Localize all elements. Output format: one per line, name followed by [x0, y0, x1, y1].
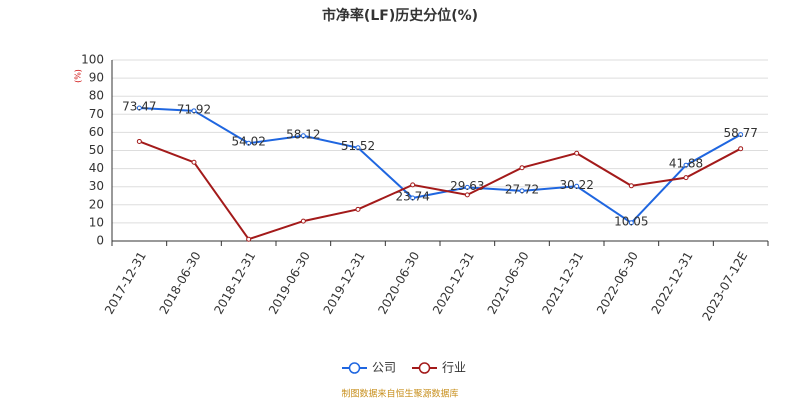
data-point	[410, 195, 416, 201]
data-point	[191, 159, 197, 165]
data-label: 58.77	[723, 126, 757, 140]
data-point	[246, 140, 252, 146]
data-point	[300, 133, 306, 139]
data-point	[355, 145, 361, 151]
chart-title: 市净率(LF)历史分位(%)	[322, 7, 478, 24]
legend-marker	[418, 362, 431, 374]
source-note: 制图数据来自恒生聚源数据库	[341, 388, 458, 400]
y-tick-label: 100	[81, 53, 104, 67]
data-point	[410, 182, 416, 188]
x-tick-label: 2021-12-31	[539, 249, 586, 316]
data-label: 71.92	[177, 102, 211, 116]
data-label: 51.52	[341, 139, 375, 153]
data-label: 54.02	[231, 135, 265, 149]
y-tick-label: 70	[89, 107, 104, 121]
data-point	[136, 138, 142, 144]
data-label: 23.74	[395, 190, 429, 204]
data-label: 29.63	[450, 179, 484, 193]
data-point	[136, 105, 142, 111]
x-tick-label: 2018-06-30	[157, 249, 204, 316]
x-tick-label: 2017-12-31	[102, 249, 149, 316]
series-line	[138, 140, 742, 241]
x-tick-label: 2022-12-31	[649, 249, 696, 316]
y-tick-label: 40	[89, 161, 104, 175]
y-tick-label: 30	[89, 179, 104, 193]
x-tick-label: 2020-12-31	[430, 249, 477, 316]
data-point	[574, 150, 580, 156]
x-tick-label: 2019-06-30	[266, 249, 313, 316]
y-tick-label: 0	[96, 234, 104, 248]
y-tick-label: 10	[89, 215, 104, 229]
y-axis-label: (%)	[74, 69, 83, 83]
x-tick-label: 2022-06-30	[594, 249, 641, 316]
x-tick-label: 2023-07-12E	[700, 249, 751, 323]
y-tick-label: 20	[89, 197, 104, 211]
data-label: 27.72	[505, 182, 539, 196]
x-tick-label: 2020-06-30	[375, 249, 422, 316]
legend-label: 行业	[442, 361, 466, 375]
y-tick-label: 50	[89, 143, 104, 157]
data-point	[738, 146, 744, 152]
x-tick-label: 2018-12-31	[211, 249, 258, 316]
data-point	[464, 184, 470, 190]
data-label: 41.88	[669, 157, 703, 171]
data-point	[300, 218, 306, 224]
data-point	[628, 183, 634, 189]
data-point	[628, 220, 634, 226]
data-point	[683, 175, 689, 181]
legend-marker	[348, 362, 361, 374]
data-label: 58.12	[286, 127, 320, 141]
data-label: 30.22	[559, 178, 593, 192]
data-point	[574, 183, 580, 189]
data-point	[519, 165, 525, 171]
data-point	[519, 188, 525, 194]
legend-label: 公司	[372, 361, 396, 375]
data-point	[191, 108, 197, 114]
data-point	[246, 236, 252, 242]
y-tick-label: 90	[89, 71, 104, 85]
data-label: 73.47	[122, 100, 156, 114]
data-point	[683, 162, 689, 168]
data-point	[355, 206, 361, 212]
data-label: 10.05	[614, 214, 648, 228]
y-tick-label: 60	[89, 125, 104, 139]
x-tick-label: 2021-06-30	[485, 249, 532, 316]
data-point	[464, 192, 470, 198]
data-point	[738, 132, 744, 138]
x-tick-label: 2019-12-31	[321, 249, 368, 316]
series-line	[139, 107, 742, 225]
y-tick-label: 80	[89, 89, 104, 103]
